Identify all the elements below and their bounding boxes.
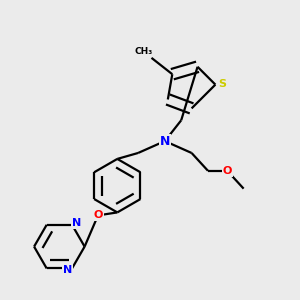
Text: O: O	[223, 166, 232, 176]
Text: N: N	[72, 218, 81, 228]
Text: O: O	[93, 210, 103, 220]
Text: N: N	[63, 265, 72, 275]
Text: CH₃: CH₃	[135, 47, 153, 56]
Text: N: N	[160, 135, 170, 148]
Text: S: S	[218, 79, 226, 89]
